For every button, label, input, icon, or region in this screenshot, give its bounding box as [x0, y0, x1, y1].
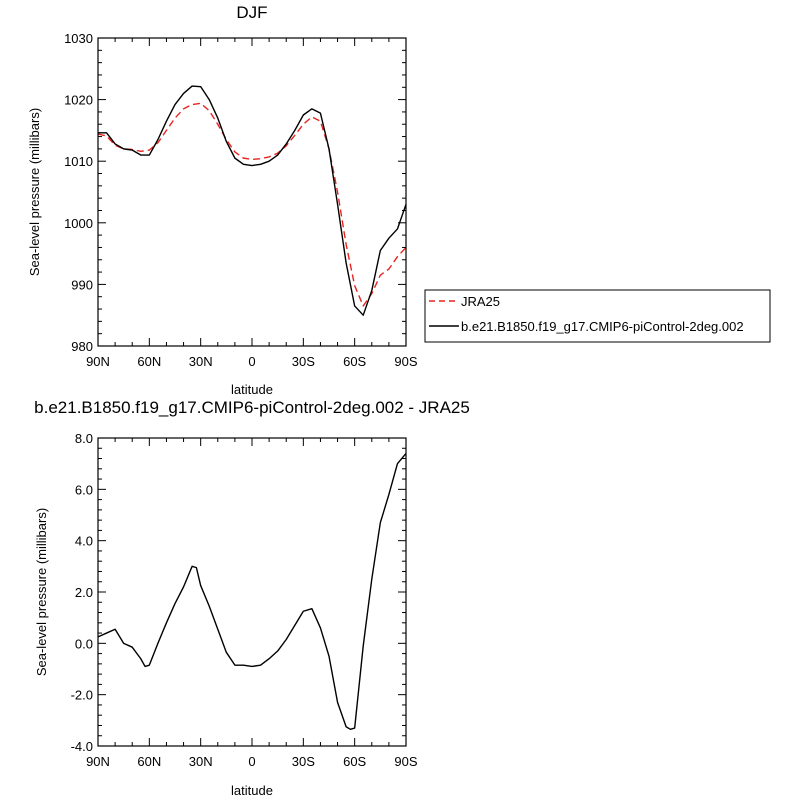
bottom-x-tick-label: 90S	[394, 754, 417, 769]
bottom-series-line-0	[97, 452, 407, 731]
top-x-tick-label: 90N	[86, 354, 110, 369]
bottom-x-tick-label: 60S	[343, 754, 366, 769]
top-y-tick-label: 1010	[64, 154, 93, 169]
legend-box	[424, 289, 771, 343]
top-plot-area: 90N 60N 30N 0 30S 60S 90S 980 990 1000 1010 1020 103…	[64, 31, 418, 369]
bottom-x-tick-label: 30S	[292, 754, 315, 769]
top-x-tick-label: 0	[248, 354, 255, 369]
bottom-y-tick-label: 0.0	[75, 636, 93, 651]
top-y-tick-label: 1020	[64, 93, 93, 108]
top-y-tick-label: 980	[71, 339, 93, 354]
bottom-y-axis-label: Sea-level pressure (millibars)	[34, 508, 49, 676]
bottom-y-tick-label: 2.0	[75, 585, 93, 600]
top-series-line-1	[98, 85, 407, 316]
top-x-tick-label: 60S	[343, 354, 366, 369]
top-x-tick-label: 60N	[137, 354, 161, 369]
bottom-y-tick-label: 4.0	[75, 534, 93, 549]
legend: JRA25 b.e21.B1850.f19_g17.CMIP6-piContro…	[424, 289, 771, 343]
bottom-x-tick-label: 30N	[189, 754, 213, 769]
bottom-y-tick-label: 6.0	[75, 482, 93, 497]
bottom-plot-area: 90N 60N 30N 0 30S 60S 90S -4.0 -2.0 0.0 2.0 4.0 6.0 8…	[71, 431, 418, 769]
top-panel-title: DJF	[236, 3, 267, 22]
top-y-tick-label: 1030	[64, 31, 93, 46]
bottom-x-tick-label: 0	[248, 754, 255, 769]
top-x-tick-label: 30N	[189, 354, 213, 369]
legend-label-jra25: JRA25	[461, 294, 500, 309]
bottom-y-tick-label: 8.0	[75, 431, 93, 446]
top-x-axis-label: latitude	[231, 382, 273, 397]
legend-label-model: b.e21.B1850.f19_g17.CMIP6-piControl-2deg…	[461, 319, 744, 334]
bottom-y-tick-label: -4.0	[71, 739, 93, 754]
bottom-x-tick-label: 90N	[86, 754, 110, 769]
top-panel: DJF 90N 60N 30N 0 30S 60S 90S 980 990 1000 1010 102…	[27, 3, 418, 397]
bottom-x-tick-label: 60N	[137, 754, 161, 769]
bottom-panel: b.e21.B1850.f19_g17.CMIP6-piControl-2deg…	[34, 398, 470, 798]
top-x-tick-label: 90S	[394, 354, 417, 369]
bottom-panel-title: b.e21.B1850.f19_g17.CMIP6-piControl-2deg…	[34, 398, 470, 417]
top-y-axis-label: Sea-level pressure (millibars)	[27, 108, 42, 276]
top-y-tick-label: 990	[71, 277, 93, 292]
top-x-tick-label: 30S	[292, 354, 315, 369]
bottom-y-tick-label: -2.0	[71, 688, 93, 703]
bottom-x-axis-label: latitude	[231, 783, 273, 798]
top-series-line-0	[97, 102, 407, 307]
top-y-tick-label: 1000	[64, 216, 93, 231]
